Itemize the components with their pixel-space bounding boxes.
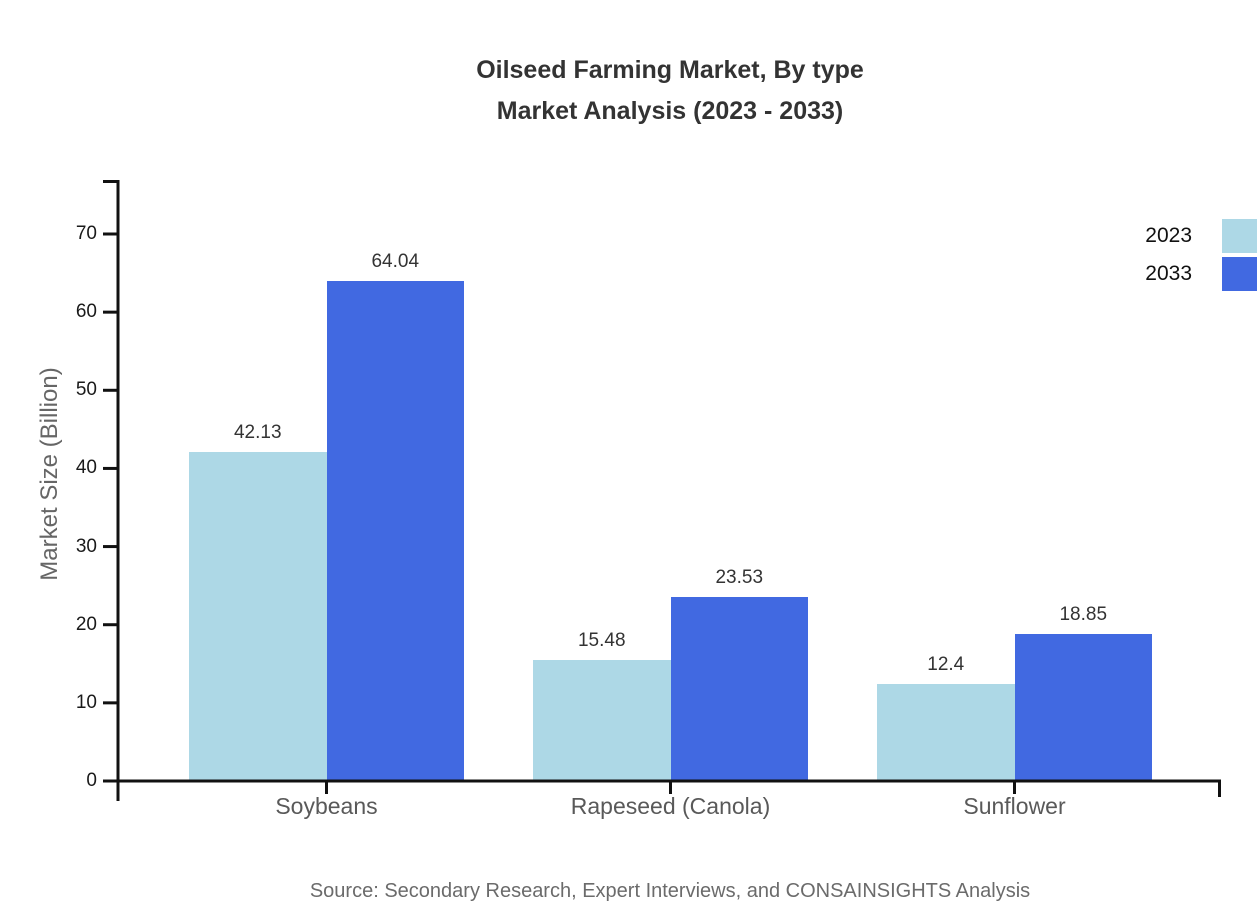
legend-swatch-2023 [1222,219,1257,253]
bar-2023-rapeseed-canola [533,660,671,781]
legend-item-2033: 2033 [1145,257,1257,291]
legend-label-2023: 2023 [1145,224,1192,247]
y-tick-label: 10 [75,691,97,713]
chart-title-line2: Market Analysis (2023 - 2033) [496,97,844,125]
chart-title-line1: Oilseed Farming Market, By type [476,56,864,84]
bar-2033-rapeseed-canola [670,597,808,781]
x-tick-label-sunflower: Sunflower [963,793,1066,819]
value-label-2033-sunflower: 18.85 [1059,603,1108,625]
y-tick-label: 0 [86,770,97,791]
value-label-2033-soybeans: 64.04 [371,250,420,272]
y-tick-label: 70 [75,223,97,244]
value-label-2023-sunflower: 12.4 [927,654,965,676]
y-tick-label: 50 [75,379,97,401]
x-tick-label-rapeseed-canola: Rapeseed (Canola) [570,793,771,819]
legend-swatch-2033 [1222,257,1257,291]
source-note: Source: Secondary Research, Expert Inter… [309,880,1031,902]
value-label-2023-soybeans: 42.13 [233,421,282,443]
y-tick-label: 30 [75,535,97,557]
y-tick-label: 60 [75,301,97,323]
bar-2033-soybeans [326,280,464,781]
chart-title: Oilseed Farming Market, By type Market A… [118,50,1222,132]
bar-2023-sunflower [877,684,1015,781]
bar-2023-soybeans [189,451,327,781]
bar-2033-sunflower [1014,633,1152,781]
legend: 2023 2033 [1145,219,1257,295]
y-tick-label: 20 [75,613,97,635]
legend-item-2023: 2023 [1145,219,1257,253]
value-label-2033-rapeseed-canola: 23.53 [715,567,764,589]
x-tick-label-soybeans: Soybeans [275,793,378,819]
value-label-2023-rapeseed-canola: 15.48 [577,630,626,652]
legend-label-2033: 2033 [1145,262,1192,285]
y-tick-label: 40 [75,457,97,479]
